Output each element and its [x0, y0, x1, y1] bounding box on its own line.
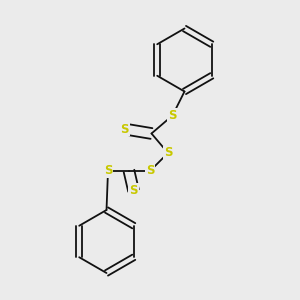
Text: S: S	[164, 146, 172, 160]
Text: S: S	[120, 122, 129, 136]
Text: S: S	[146, 164, 154, 178]
Text: S: S	[168, 109, 177, 122]
Text: S: S	[129, 184, 138, 197]
Text: S: S	[104, 164, 112, 178]
